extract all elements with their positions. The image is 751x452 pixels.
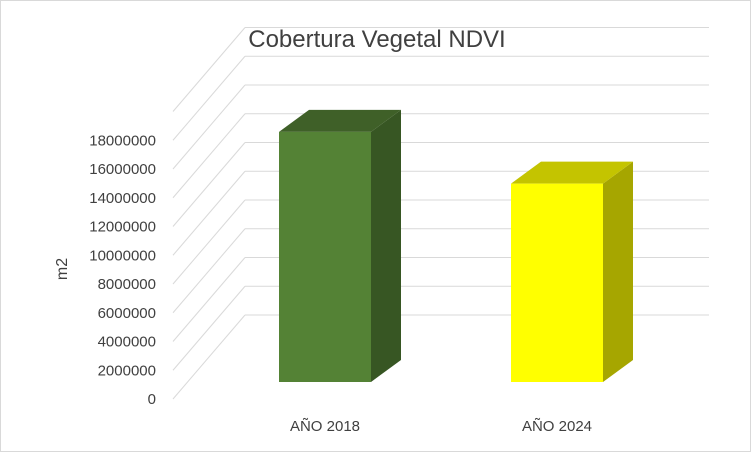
bar-front [279, 131, 371, 382]
x-axis-ticks: AÑO 2018 AÑO 2024 [290, 418, 592, 435]
y-tick-label: 18000000 [89, 132, 156, 149]
y-tick-label: 14000000 [89, 190, 156, 207]
x-tick-label: AÑO 2018 [290, 418, 360, 435]
y-tick-label: 12000000 [89, 219, 156, 236]
y-tick-label: 8000000 [98, 276, 156, 293]
y-tick-label: 0 [148, 391, 156, 408]
y-tick-label: 6000000 [98, 305, 156, 322]
y-axis-label: m2 [54, 258, 71, 280]
chart-title: Cobertura Vegetal NDVI [248, 26, 505, 53]
bar-side [603, 161, 633, 382]
gridline-side [172, 170, 246, 256]
gridline-side [172, 27, 246, 112]
gridline-side [172, 228, 246, 314]
gridline-side [172, 55, 246, 141]
gridline-side [172, 285, 246, 371]
bar-top [279, 109, 401, 132]
gridline-side [172, 257, 246, 342]
gridline-side [172, 199, 246, 285]
bar-side [371, 109, 401, 382]
x-tick-label: AÑO 2024 [522, 418, 592, 435]
y-tick-label: 10000000 [89, 247, 156, 264]
gridline-side [172, 314, 246, 400]
bar [279, 109, 401, 382]
bar [511, 161, 633, 382]
y-tick-label: 2000000 [98, 362, 156, 379]
gridline-side [172, 84, 246, 170]
bar-top [511, 161, 633, 184]
y-tick-label: 4000000 [98, 334, 156, 351]
bars [279, 109, 633, 382]
y-axis-ticks: 0 2000000 4000000 6000000 8000000 10000000 120… [89, 132, 156, 408]
gridline-side [172, 113, 246, 199]
y-tick-label: 16000000 [89, 161, 156, 178]
bar-front [511, 183, 603, 382]
gridline-side [172, 142, 246, 227]
